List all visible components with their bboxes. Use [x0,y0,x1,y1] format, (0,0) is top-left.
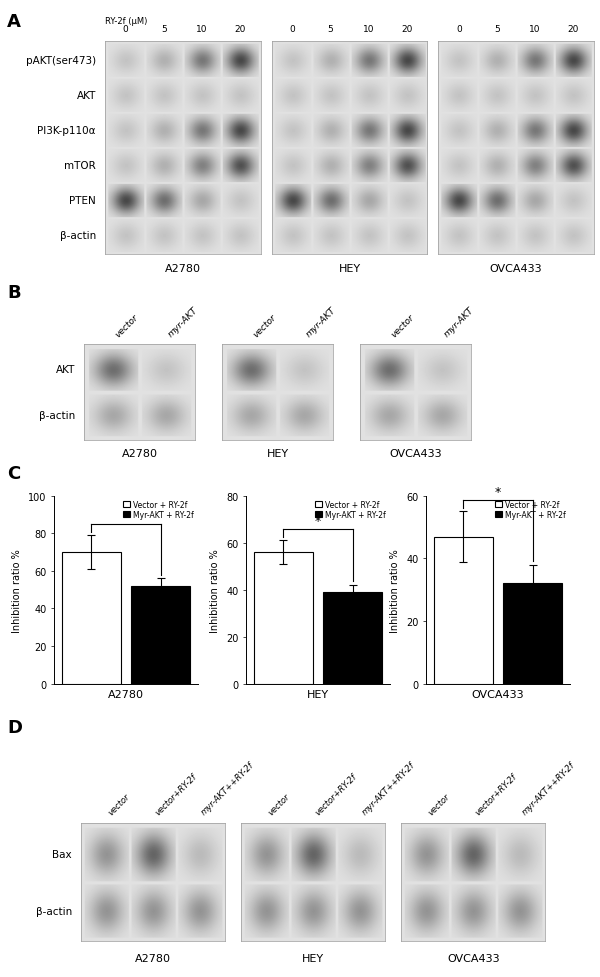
Text: AKT: AKT [56,365,75,375]
Y-axis label: Inhibition ratio %: Inhibition ratio % [391,548,400,632]
Bar [254,553,313,684]
Text: vector+RY-2f: vector+RY-2f [313,772,358,817]
Text: vector: vector [106,791,131,817]
Text: PTEN: PTEN [69,196,96,206]
Text: RY-2f (μM): RY-2f (μM) [105,18,148,26]
Text: A2780: A2780 [135,954,171,963]
Text: A: A [7,13,21,31]
Text: 20: 20 [401,24,412,34]
Bar [131,586,190,684]
Text: A2780: A2780 [165,264,201,274]
Bar [503,584,562,684]
Text: A2780: A2780 [121,448,157,458]
X-axis label: HEY: HEY [307,690,329,700]
Text: myr-AKT: myr-AKT [304,306,337,339]
Text: HEY: HEY [338,264,361,274]
Text: Bax: Bax [52,849,72,860]
Text: myr-AKT++RY-2f: myr-AKT++RY-2f [360,760,416,817]
Text: *: * [123,510,129,523]
Text: 0: 0 [456,24,462,34]
Legend: Vector + RY-2f, Myr-AKT + RY-2f: Vector + RY-2f, Myr-AKT + RY-2f [495,500,566,519]
X-axis label: OVCA433: OVCA433 [472,690,524,700]
Text: HEY: HEY [302,954,324,963]
Text: vector: vector [266,791,292,817]
Text: vector+RY-2f: vector+RY-2f [153,772,198,817]
Text: 10: 10 [529,24,541,34]
Text: *: * [495,486,501,499]
Text: AKT: AKT [77,91,96,102]
Text: 10: 10 [196,24,208,34]
Legend: Vector + RY-2f, Myr-AKT + RY-2f: Vector + RY-2f, Myr-AKT + RY-2f [123,500,194,519]
Text: vector+RY-2f: vector+RY-2f [473,772,518,817]
Text: myr-AKT++RY-2f: myr-AKT++RY-2f [520,760,577,817]
Text: β-actin: β-actin [39,410,75,420]
Text: *: * [315,515,321,528]
Text: β-actin: β-actin [36,906,72,915]
Text: pAKT(ser473): pAKT(ser473) [26,57,96,66]
Text: OVCA433: OVCA433 [490,264,542,274]
Y-axis label: Inhibition ratio %: Inhibition ratio % [211,548,220,632]
Text: 0: 0 [289,24,295,34]
Text: 10: 10 [363,24,374,34]
Text: myr-AKT++RY-2f: myr-AKT++RY-2f [200,760,256,817]
Text: vector: vector [251,313,278,339]
Text: B: B [7,284,21,302]
Y-axis label: Inhibition ratio %: Inhibition ratio % [13,548,22,632]
Text: 20: 20 [568,24,579,34]
Text: 20: 20 [235,24,246,34]
Text: myr-AKT: myr-AKT [442,306,475,339]
Text: 0: 0 [123,24,128,34]
Text: OVCA433: OVCA433 [389,448,442,458]
Text: HEY: HEY [266,448,289,458]
Text: C: C [7,465,20,483]
Text: mTOR: mTOR [64,161,96,171]
Text: 5: 5 [328,24,334,34]
Bar [62,553,121,684]
Text: β-actin: β-actin [60,232,96,241]
X-axis label: A2780: A2780 [108,690,144,700]
Text: OVCA433: OVCA433 [447,954,500,963]
Text: 5: 5 [161,24,167,34]
Text: myr-AKT: myr-AKT [166,306,199,339]
Text: 5: 5 [494,24,500,34]
Text: vector: vector [389,313,416,339]
Bar [323,592,382,684]
Bar [434,537,493,684]
Text: PI3K-p110α: PI3K-p110α [37,126,96,136]
Text: D: D [7,719,22,737]
Text: vector: vector [113,313,140,339]
Legend: Vector + RY-2f, Myr-AKT + RY-2f: Vector + RY-2f, Myr-AKT + RY-2f [315,500,386,519]
Text: vector: vector [427,791,452,817]
